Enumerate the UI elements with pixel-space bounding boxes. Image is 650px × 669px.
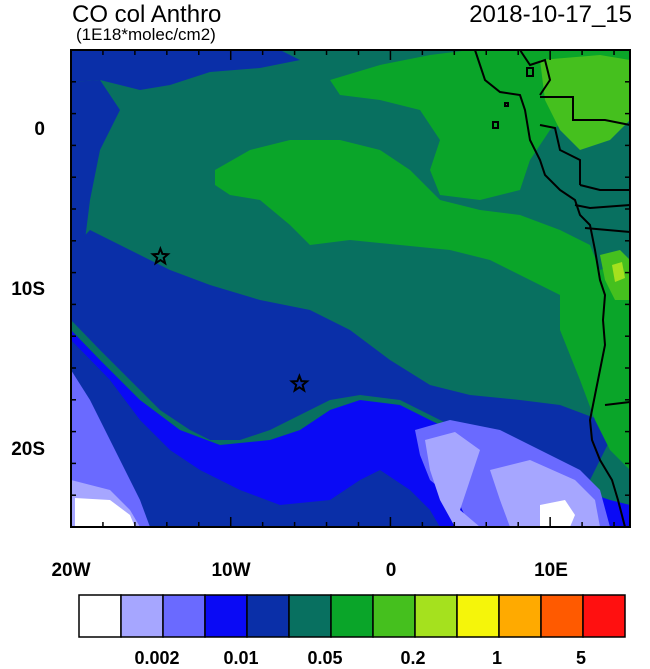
y-tick-label-20s: 20S bbox=[11, 439, 45, 460]
x-tick-label-20w: 20W bbox=[51, 560, 91, 581]
colorbar-swatch bbox=[330, 594, 374, 638]
map-title: CO col Anthro bbox=[72, 1, 222, 28]
colorbar-swatch bbox=[582, 594, 626, 638]
colorbar-swatch bbox=[414, 594, 458, 638]
colorbar-label-02: 0.2 bbox=[400, 648, 426, 668]
colorbar-swatch bbox=[120, 594, 164, 638]
angola-yellow-green-dot bbox=[612, 262, 625, 282]
colorbar bbox=[78, 594, 626, 638]
congo-border bbox=[539, 124, 581, 185]
star-marker-1 bbox=[150, 245, 171, 266]
colorbar-swatch bbox=[162, 594, 206, 638]
colorbar-swatch bbox=[246, 594, 290, 638]
coastal-green-region bbox=[560, 260, 630, 470]
gabon-bright-green bbox=[540, 55, 630, 150]
southwest-white-patch bbox=[75, 498, 135, 527]
coastline-boundaries bbox=[474, 49, 631, 528]
y-tick-label-10s: 10S bbox=[11, 279, 45, 300]
star-marker-2 bbox=[289, 373, 310, 393]
sao-tome-island bbox=[492, 121, 499, 129]
drc-border bbox=[579, 184, 630, 191]
colorbar-swatch bbox=[456, 594, 500, 638]
x-tick-label-10w: 10W bbox=[211, 560, 251, 581]
central-blue-plume bbox=[71, 230, 610, 480]
bioko-island bbox=[526, 67, 534, 77]
africa-coastline bbox=[474, 49, 626, 528]
colorbar-label-005: 0.05 bbox=[307, 648, 343, 668]
southern-dark-blue-tongue bbox=[71, 340, 440, 527]
colorbar-label-1: 1 bbox=[491, 648, 502, 668]
units-label: (1E18*molec/cm2) bbox=[76, 25, 216, 44]
colorbar-label-0002: 0.002 bbox=[134, 648, 180, 668]
northern-blue-band bbox=[71, 50, 300, 90]
colorbar-swatch bbox=[204, 594, 248, 638]
y-tick-label-0: 0 bbox=[34, 119, 45, 140]
axis-ticks bbox=[70, 49, 630, 528]
southeast-lighter-blue-2 bbox=[490, 460, 600, 527]
central-green-band bbox=[215, 140, 600, 310]
gabon-border bbox=[540, 96, 631, 126]
southeast-white-patch bbox=[540, 500, 575, 527]
colorbar-swatch bbox=[78, 594, 122, 638]
colorbar-swatch bbox=[372, 594, 416, 638]
colorbar-swatch bbox=[540, 594, 584, 638]
star-markers bbox=[150, 245, 310, 393]
x-tick-label-0: 0 bbox=[385, 560, 397, 581]
southeast-lighter-blue-1 bbox=[425, 432, 480, 527]
colorbar-swatch bbox=[288, 594, 332, 638]
datetime-label: 2018-10-17_15 bbox=[469, 1, 632, 28]
west-blue-strip bbox=[71, 80, 120, 250]
co-column-field bbox=[71, 50, 630, 527]
colorbar-label-5: 5 bbox=[575, 648, 586, 668]
colorbar-swatch bbox=[498, 594, 542, 638]
namibia-border bbox=[604, 401, 631, 406]
principe-island bbox=[504, 102, 509, 107]
colorbar-label-001: 0.01 bbox=[223, 648, 259, 668]
x-tick-label-10e: 10E bbox=[534, 560, 568, 581]
map-frame bbox=[70, 49, 631, 528]
angola-north-border bbox=[584, 227, 631, 233]
cabinda-border bbox=[574, 204, 631, 210]
cameroon-border bbox=[519, 49, 552, 96]
